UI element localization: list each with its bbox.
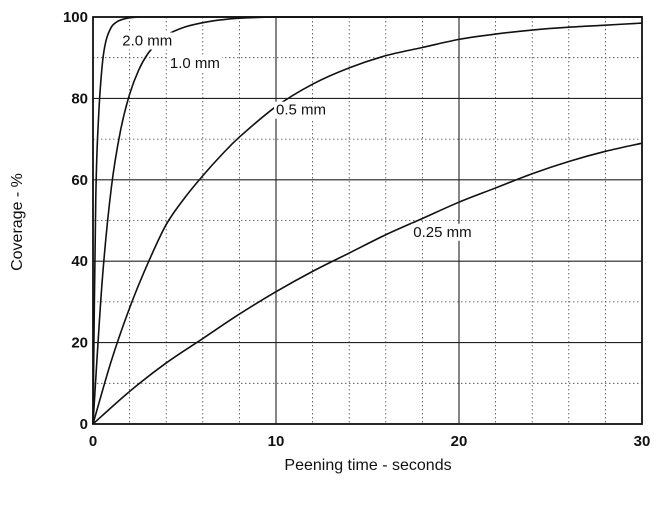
series-line [92,16,642,425]
y-tick-label: 100 [63,9,88,26]
y-axis-label: Coverage - % [9,173,26,271]
series-label: 0.25 mm [413,224,471,241]
series-label: 0.5 mm [276,102,326,119]
series-labels: 2.0 mm 1.0 mm 0.5 mm 0.25 mm [120,32,474,241]
series-label-background [120,32,175,50]
minor-gridlines [93,17,642,424]
series-label-background [274,101,329,119]
series-label-background [411,223,474,241]
series-line [92,16,642,425]
series-label: 2.0 mm [122,32,172,49]
major-gridlines [93,17,642,424]
y-tick-labels: 0 20 40 60 80 100 [63,9,88,433]
x-tick-label: 10 [268,433,285,450]
plot-frame [92,16,643,425]
series-line [92,22,643,425]
y-tick-label: 0 [80,416,88,433]
x-tick-label: 0 [89,433,97,450]
y-tick-label: 20 [71,335,88,352]
x-tick-label: 20 [451,433,468,450]
x-axis-label: Peening time - seconds [284,457,451,474]
y-tick-label: 40 [71,253,88,270]
series-line [92,142,643,425]
y-tick-label: 80 [71,90,88,107]
y-tick-label: 60 [71,172,88,189]
data-series [92,16,643,425]
series-label: 1.0 mm [170,55,220,72]
x-tick-labels: 0 10 20 30 [89,433,651,450]
x-tick-label: 30 [634,433,651,450]
series-label-background [167,54,222,72]
